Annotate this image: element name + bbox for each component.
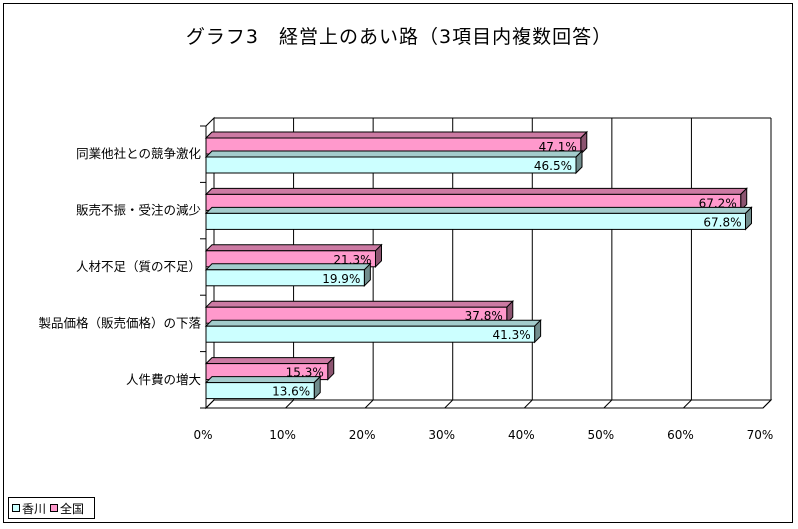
data-label: 41.3%	[493, 328, 531, 342]
category-label: 人件費の増大	[126, 372, 201, 387]
legend-item-zenkoku: 全国	[50, 500, 84, 517]
bar	[205, 325, 536, 343]
x-tick-label: 40%	[508, 428, 535, 442]
data-label: 46.5%	[534, 159, 572, 173]
legend: 香川 全国	[8, 497, 96, 519]
data-label: 13.6%	[272, 385, 310, 399]
data-label: 19.9%	[322, 272, 360, 286]
legend-label-kagawa: 香川	[22, 501, 47, 516]
bar	[205, 156, 577, 174]
bar-top-face	[204, 244, 383, 252]
bar-top-face	[204, 376, 322, 384]
x-tick-label: 50%	[588, 428, 615, 442]
bar-top-face	[204, 131, 588, 139]
plot-back-top	[206, 118, 771, 126]
gridline-floor	[205, 399, 215, 409]
chart-frame	[3, 3, 793, 523]
category-label: 人材不足（質の不足）	[76, 259, 201, 274]
x-tick-label: 30%	[428, 428, 455, 442]
gridline-floor	[603, 399, 613, 409]
bar-top-face	[204, 263, 372, 271]
bar-top-face	[204, 319, 542, 327]
chart-title: グラフ3 経営上のあい路（3項目内複数回答）	[185, 26, 613, 48]
data-label: 67.8%	[703, 215, 741, 229]
gridline-floor	[444, 399, 454, 409]
gridline-floor	[285, 399, 294, 409]
bar-top-face	[204, 187, 748, 195]
category-label: 同業他社との競争激化	[76, 146, 201, 161]
x-tick-label: 70%	[747, 428, 774, 442]
gridline-floor	[683, 399, 692, 409]
legend-item-kagawa: 香川	[12, 500, 46, 517]
category-label: 販売不振・受注の減少	[76, 203, 201, 218]
bar-top-face	[204, 206, 753, 214]
legend-label-zenkoku: 全国	[60, 501, 85, 516]
x-tick-label: 20%	[349, 428, 376, 442]
legend-swatch-zenkoku	[50, 504, 59, 512]
bar-top-face	[204, 357, 335, 365]
x-tick-label: 10%	[269, 428, 296, 442]
gridline-floor	[762, 399, 772, 409]
plot-floor	[204, 399, 773, 409]
x-tick-label: 60%	[667, 428, 694, 442]
category-label: 製品価格（販売価格）の下落	[38, 315, 201, 330]
legend-swatch-kagawa	[12, 504, 20, 512]
bar	[205, 269, 365, 287]
bar-top-face	[204, 300, 514, 308]
bar	[205, 212, 746, 230]
bar-top-face	[204, 150, 584, 158]
x-tick-label: 0%	[193, 428, 212, 442]
bar	[205, 382, 315, 400]
gridline-floor	[364, 399, 374, 409]
gridline-floor	[523, 399, 533, 409]
